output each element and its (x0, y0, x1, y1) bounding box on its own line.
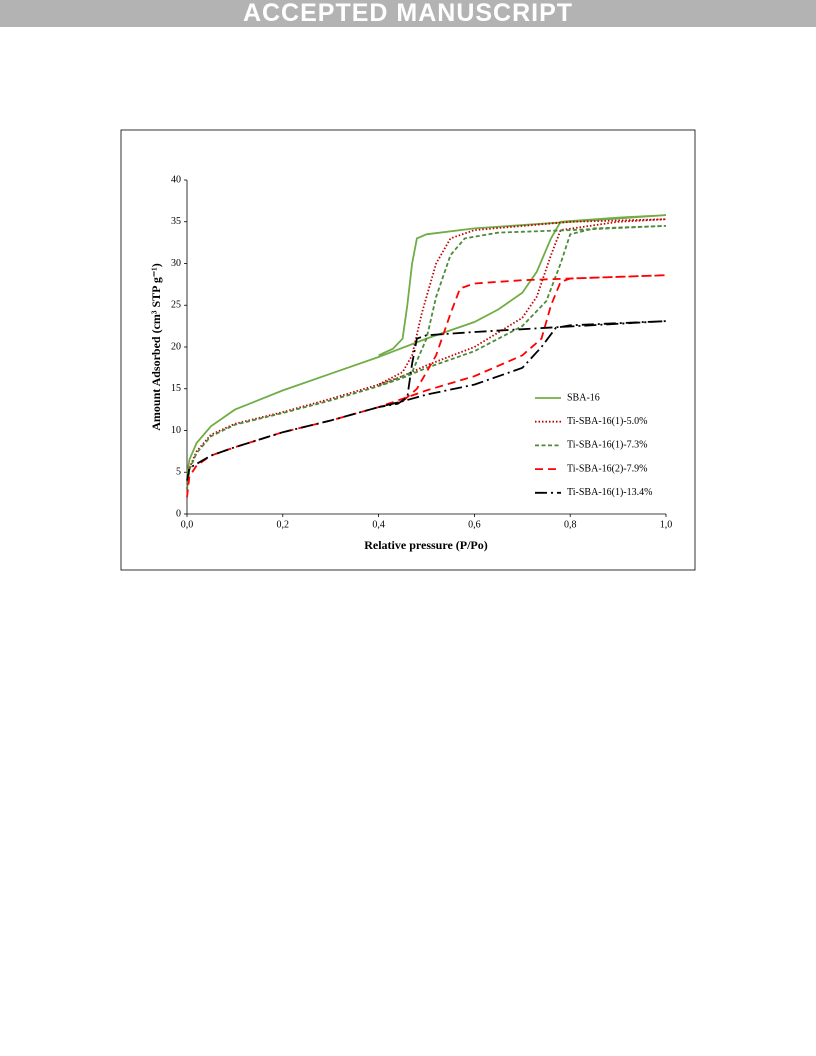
y-tick-label: 10 (171, 425, 181, 436)
x-tick-label: 0,8 (564, 519, 577, 530)
figure-frame (120, 129, 696, 571)
legend-label: Ti-SBA-16(1)-7.3% (567, 440, 647, 451)
y-tick-label: 30 (171, 258, 181, 269)
x-tick-label: 1,0 (660, 519, 673, 530)
legend-label: Ti-SBA-16(1)-5.0% (567, 416, 647, 427)
series-line (186, 218, 667, 490)
series-line (186, 214, 667, 477)
y-tick-label: 40 (171, 174, 181, 185)
legend-label: Ti-SBA-16(2)-7.9% (567, 463, 647, 474)
banner: ACCEPTED MANUSCRIPT (0, 0, 816, 27)
y-tick-label: 5 (176, 467, 181, 478)
y-tick-label: 0 (176, 508, 181, 519)
series-line (186, 274, 667, 498)
y-tick-label: 35 (171, 216, 181, 227)
legend-label: SBA-16 (567, 392, 600, 403)
series-line (186, 320, 667, 481)
x-axis-label: Relative pressure (P/Po) (364, 538, 488, 552)
x-tick-label: 0,2 (277, 519, 290, 530)
y-tick-label: 25 (171, 300, 181, 311)
legend-label: Ti-SBA-16(1)-13.4% (567, 487, 652, 498)
y-tick-label: 20 (171, 341, 181, 352)
y-axis-label: Amount Adsorbed (cm³ STP g⁻¹) (149, 263, 163, 431)
y-tick-label: 15 (171, 383, 181, 394)
x-tick-label: 0,4 (372, 519, 385, 530)
series-line (186, 225, 667, 490)
x-tick-label: 0,6 (468, 519, 481, 530)
x-tick-label: 0,0 (181, 519, 194, 530)
